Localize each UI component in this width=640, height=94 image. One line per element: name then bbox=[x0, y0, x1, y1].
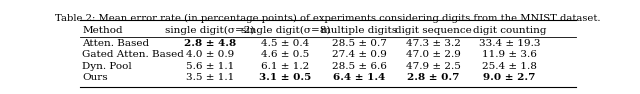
Text: 28.5 ± 0.7: 28.5 ± 0.7 bbox=[332, 39, 387, 48]
Text: 2.8 ± 4.8: 2.8 ± 4.8 bbox=[184, 39, 236, 48]
Text: single digit(σ=8): single digit(σ=8) bbox=[241, 26, 330, 35]
Text: digit counting: digit counting bbox=[472, 26, 546, 35]
Text: 9.0 ± 2.7: 9.0 ± 2.7 bbox=[483, 73, 536, 82]
Text: 25.4 ± 1.8: 25.4 ± 1.8 bbox=[482, 62, 537, 71]
Text: 4.5 ± 0.4: 4.5 ± 0.4 bbox=[262, 39, 310, 48]
Text: 6.4 ± 1.4: 6.4 ± 1.4 bbox=[333, 73, 386, 82]
Text: Gated Atten. Based: Gated Atten. Based bbox=[83, 50, 184, 59]
Text: single digit(σ=2): single digit(σ=2) bbox=[165, 26, 255, 35]
Text: Atten. Based: Atten. Based bbox=[83, 39, 150, 48]
Text: 47.0 ± 2.9: 47.0 ± 2.9 bbox=[406, 50, 461, 59]
Text: 47.3 ± 3.2: 47.3 ± 3.2 bbox=[406, 39, 461, 48]
Text: Dyn. Pool: Dyn. Pool bbox=[83, 62, 132, 71]
Text: 28.5 ± 6.6: 28.5 ± 6.6 bbox=[332, 62, 387, 71]
Text: 47.9 ± 2.5: 47.9 ± 2.5 bbox=[406, 62, 461, 71]
Text: 4.6 ± 0.5: 4.6 ± 0.5 bbox=[262, 50, 310, 59]
Text: 27.4 ± 0.9: 27.4 ± 0.9 bbox=[332, 50, 387, 59]
Text: 11.9 ± 3.6: 11.9 ± 3.6 bbox=[482, 50, 537, 59]
Text: 3.1 ± 0.5: 3.1 ± 0.5 bbox=[259, 73, 312, 82]
Text: 4.0 ± 0.9: 4.0 ± 0.9 bbox=[186, 50, 234, 59]
Text: Method: Method bbox=[83, 26, 123, 35]
Text: 2.8 ± 0.7: 2.8 ± 0.7 bbox=[407, 73, 460, 82]
Text: multiple digits: multiple digits bbox=[321, 26, 397, 35]
Text: 5.6 ± 1.1: 5.6 ± 1.1 bbox=[186, 62, 234, 71]
Text: 6.1 ± 1.2: 6.1 ± 1.2 bbox=[262, 62, 310, 71]
Text: 3.5 ± 1.1: 3.5 ± 1.1 bbox=[186, 73, 234, 82]
Text: Ours: Ours bbox=[83, 73, 108, 82]
Text: digit sequence: digit sequence bbox=[395, 26, 472, 35]
Text: Table 2: Mean error rate (in percentage points) of experiments considering digit: Table 2: Mean error rate (in percentage … bbox=[55, 14, 601, 23]
Text: 33.4 ± 19.3: 33.4 ± 19.3 bbox=[479, 39, 540, 48]
